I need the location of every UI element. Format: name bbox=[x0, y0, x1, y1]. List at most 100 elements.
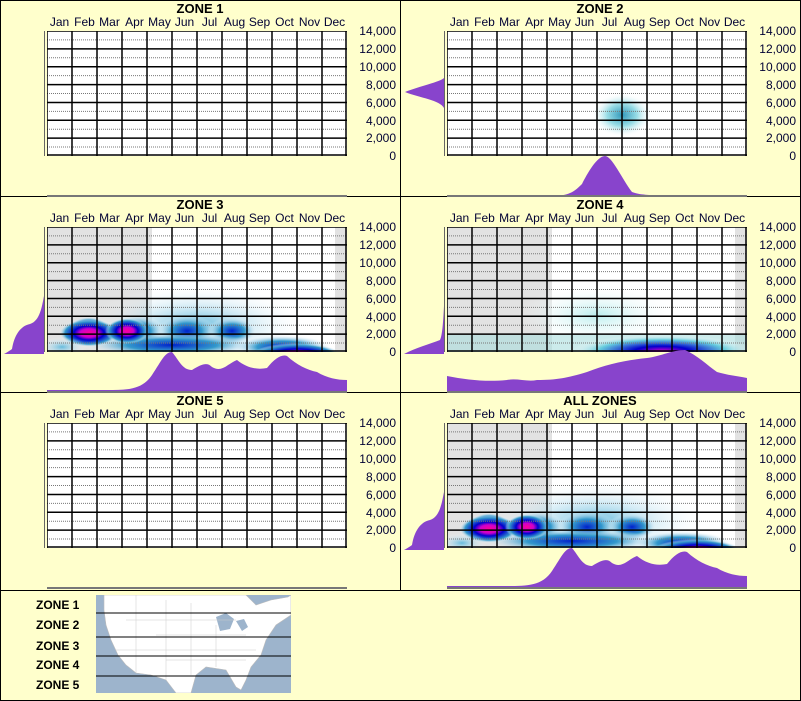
y-tick-label: 14,000 bbox=[759, 416, 796, 430]
y-tick-label: 0 bbox=[389, 149, 396, 164]
y-axis-line bbox=[44, 31, 45, 156]
y-tick-label: 12,000 bbox=[359, 41, 396, 56]
legend-zone-4: ZONE 4 bbox=[36, 658, 80, 672]
month-label: Nov bbox=[698, 211, 721, 225]
elevation-density-curve bbox=[404, 306, 444, 354]
y-tick-label: 8,000 bbox=[365, 273, 396, 288]
month-label: Nov bbox=[298, 15, 321, 29]
elevation-density-curve bbox=[404, 492, 444, 550]
month-label: Jun bbox=[574, 407, 595, 421]
y-tick-label: 0 bbox=[389, 345, 396, 360]
y-tick-label: 8,000 bbox=[765, 469, 796, 484]
month-label: Apr bbox=[125, 211, 144, 225]
month-label: May bbox=[548, 407, 571, 421]
month-label: Jun bbox=[174, 15, 195, 29]
month-label: Jan bbox=[449, 211, 470, 225]
y-tick-label: 2,000 bbox=[365, 131, 396, 146]
month-label: Aug bbox=[223, 407, 246, 421]
month-label: Nov bbox=[698, 15, 721, 29]
month-label: Nov bbox=[298, 407, 321, 421]
y-tick-label: 12,000 bbox=[359, 237, 396, 252]
month-label: Jun bbox=[174, 407, 195, 421]
y-tick-label: 0 bbox=[789, 149, 796, 164]
month-label: Apr bbox=[125, 15, 144, 29]
heatmap-plot bbox=[447, 227, 747, 352]
month-label: Mar bbox=[99, 211, 120, 225]
y-tick-label: 10,000 bbox=[759, 451, 796, 466]
month-label: Dec bbox=[323, 407, 346, 421]
y-tick-label: 14,000 bbox=[759, 220, 796, 234]
y-tick-label: 6,000 bbox=[365, 487, 396, 502]
month-density-curve bbox=[447, 156, 747, 196]
month-label: Sep bbox=[248, 407, 271, 421]
month-label: Dec bbox=[723, 15, 746, 29]
y-tick-label: 6,000 bbox=[365, 291, 396, 306]
month-label: Jan bbox=[49, 407, 70, 421]
panel-title: ZONE 1 bbox=[176, 1, 224, 16]
x-axis-line bbox=[447, 587, 747, 589]
y-axis-line bbox=[444, 423, 445, 548]
divider bbox=[0, 590, 801, 591]
month-label: Aug bbox=[623, 211, 646, 225]
month-label: Jun bbox=[574, 15, 595, 29]
legend-zone-2: ZONE 2 bbox=[36, 618, 80, 632]
month-label: Apr bbox=[525, 407, 544, 421]
month-label: Aug bbox=[623, 15, 646, 29]
y-tick-label: 2,000 bbox=[365, 523, 396, 538]
x-axis-line bbox=[47, 587, 347, 589]
y-tick-label: 2,000 bbox=[765, 327, 796, 342]
y-tick-label: 8,000 bbox=[365, 469, 396, 484]
month-label: May bbox=[548, 211, 571, 225]
month-axis: Jan Feb Mar Apr May Jun Jul Aug Sep Oct Nov Dec bbox=[447, 211, 747, 225]
legend-zone-3: ZONE 3 bbox=[36, 639, 80, 653]
us-map-icon bbox=[96, 595, 291, 693]
panel-title: ZONE 3 bbox=[176, 197, 224, 212]
month-label: Feb bbox=[74, 15, 95, 29]
month-axis: Jan Feb Mar Apr May Jun Jul Aug Sep Oct Nov Dec bbox=[47, 15, 347, 29]
zone-map bbox=[96, 595, 291, 693]
panel-zone-1: ZONE 1 Jan Feb Mar Apr May Jun Jul Aug Sep Oct Nov… bbox=[0, 0, 400, 197]
y-tick-label: 4,000 bbox=[765, 505, 796, 520]
y-tick-label: 10,000 bbox=[759, 255, 796, 270]
month-label: Jan bbox=[449, 15, 470, 29]
month-label: Jun bbox=[574, 211, 595, 225]
month-label: Jan bbox=[49, 211, 70, 225]
y-tick-label: 12,000 bbox=[759, 237, 796, 252]
divider bbox=[0, 196, 801, 197]
y-tick-label: 8,000 bbox=[765, 273, 796, 288]
month-label: May bbox=[148, 211, 171, 225]
month-label: Aug bbox=[623, 407, 646, 421]
y-tick-label: 6,000 bbox=[365, 95, 396, 110]
y-tick-label: 4,000 bbox=[365, 505, 396, 520]
month-label: Dec bbox=[723, 407, 746, 421]
month-label: Jul bbox=[201, 211, 218, 225]
elevation-density-curve bbox=[4, 296, 44, 354]
month-label: Mar bbox=[499, 15, 520, 29]
y-tick-label: 2,000 bbox=[765, 131, 796, 146]
y-tick-label: 8,000 bbox=[365, 77, 396, 92]
zone-legend: ZONE 1 ZONE 2 ZONE 3 ZONE 4 ZONE 5 bbox=[0, 590, 801, 700]
y-tick-label: 6,000 bbox=[765, 291, 796, 306]
month-label: Mar bbox=[99, 407, 120, 421]
y-tick-label: 10,000 bbox=[359, 255, 396, 270]
y-tick-label: 0 bbox=[789, 345, 796, 360]
heatmap-plot bbox=[47, 31, 347, 156]
month-label: Oct bbox=[275, 15, 294, 29]
y-axis-line bbox=[44, 227, 45, 352]
month-density-curve bbox=[447, 548, 747, 588]
y-axis-line bbox=[444, 227, 445, 352]
x-axis-line bbox=[447, 195, 747, 197]
y-tick-label: 0 bbox=[789, 541, 796, 556]
month-label: Apr bbox=[125, 407, 144, 421]
y-tick-label: 4,000 bbox=[765, 113, 796, 128]
month-label: Jul bbox=[601, 15, 618, 29]
y-tick-label: 14,000 bbox=[359, 416, 396, 430]
heatmap-plot bbox=[47, 227, 347, 352]
y-tick-label: 6,000 bbox=[765, 487, 796, 502]
panel-title: ZONE 2 bbox=[576, 1, 624, 16]
month-label: Aug bbox=[223, 15, 246, 29]
month-label: Oct bbox=[275, 407, 294, 421]
y-tick-label: 4,000 bbox=[365, 309, 396, 324]
divider bbox=[400, 0, 401, 590]
month-label: Nov bbox=[698, 407, 721, 421]
